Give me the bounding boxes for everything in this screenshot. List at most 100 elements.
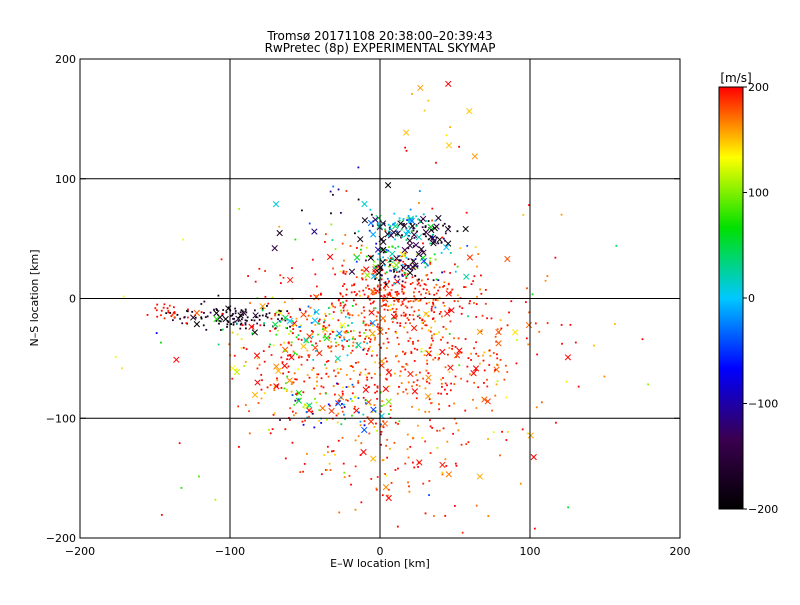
data-point-dot-1643 bbox=[308, 222, 311, 225]
data-point-dot-173 bbox=[380, 433, 382, 436]
data-point-dot-432 bbox=[384, 377, 387, 380]
data-point-dot-1422 bbox=[156, 303, 159, 306]
data-point-dot-934 bbox=[272, 344, 275, 347]
data-point-dot-1056 bbox=[421, 226, 424, 229]
data-point-dot-1166 bbox=[429, 257, 432, 260]
data-point-dot-1233 bbox=[466, 244, 469, 247]
data-point-dot-976 bbox=[315, 342, 317, 345]
data-point-dot-1654 bbox=[284, 428, 287, 431]
data-point-dot-297 bbox=[366, 284, 369, 287]
data-point-dot-1467 bbox=[351, 322, 353, 324]
data-point-dot-352 bbox=[465, 211, 468, 214]
data-point-dot-965 bbox=[281, 361, 284, 364]
data-point-dot-1133 bbox=[387, 234, 390, 237]
data-point-cross-834 bbox=[495, 328, 502, 336]
data-point-dot-171 bbox=[404, 263, 406, 265]
data-point-dot-558 bbox=[396, 294, 399, 297]
data-point-dot-1580 bbox=[302, 423, 305, 426]
data-point-dot-43 bbox=[342, 346, 345, 349]
data-point-dot-218 bbox=[315, 285, 318, 288]
data-point-dot-102 bbox=[452, 432, 455, 435]
data-point-dot-308 bbox=[428, 382, 431, 385]
data-point-dot-1323 bbox=[277, 313, 280, 316]
data-point-dot-0 bbox=[368, 329, 371, 332]
data-point-dot-1418 bbox=[168, 304, 171, 307]
data-point-dot-1176 bbox=[390, 269, 392, 272]
data-point-dot-1086 bbox=[409, 222, 412, 225]
data-point-dot-1399 bbox=[220, 329, 222, 331]
data-point-dot-263 bbox=[438, 312, 441, 315]
data-point-cross-537 bbox=[466, 254, 474, 261]
data-point-dot-958 bbox=[280, 356, 283, 359]
data-point-dot-1559 bbox=[359, 420, 362, 423]
data-point-dot-608 bbox=[345, 293, 348, 296]
data-point-dot-127 bbox=[442, 427, 445, 430]
data-point-dot-353 bbox=[436, 353, 439, 356]
data-point-dot-427 bbox=[446, 341, 449, 344]
data-point-cross-1243 bbox=[420, 257, 428, 265]
data-point-dot-701 bbox=[319, 292, 322, 295]
data-point-dot-1369 bbox=[186, 310, 188, 312]
data-point-dot-1138 bbox=[401, 235, 403, 238]
data-point-dot-456 bbox=[309, 295, 312, 297]
data-point-dot-1082 bbox=[424, 226, 427, 229]
data-point-dot-306 bbox=[432, 339, 434, 342]
data-point-dot-812 bbox=[430, 271, 433, 274]
data-point-dot-299 bbox=[382, 420, 385, 423]
data-point-dot-1148 bbox=[387, 230, 390, 233]
data-point-dot-1644 bbox=[357, 166, 360, 169]
data-point-dot-1460 bbox=[275, 311, 278, 314]
data-point-cross-1054 bbox=[430, 240, 437, 247]
data-point-dot-1388 bbox=[258, 314, 261, 317]
data-point-dot-1701 bbox=[155, 332, 158, 334]
data-point-cross-885 bbox=[472, 365, 480, 372]
data-point-dot-1221 bbox=[380, 248, 383, 251]
data-point-dot-717 bbox=[390, 289, 393, 291]
data-point-cross-1249 bbox=[420, 249, 427, 256]
data-point-dot-547 bbox=[345, 299, 348, 302]
data-point-dot-1541 bbox=[267, 302, 270, 305]
data-point-dot-62 bbox=[443, 304, 446, 307]
data-point-dot-711 bbox=[403, 273, 406, 276]
data-point-dot-396 bbox=[374, 336, 377, 339]
data-point-dot-50 bbox=[289, 419, 291, 421]
data-point-dot-388 bbox=[413, 295, 416, 298]
data-point-dot-1251 bbox=[432, 279, 435, 282]
data-point-dot-1570 bbox=[374, 410, 377, 412]
data-point-dot-1269 bbox=[385, 283, 388, 286]
data-point-dot-119 bbox=[410, 350, 413, 353]
data-point-dot-166 bbox=[449, 291, 452, 294]
data-point-dot-1667 bbox=[431, 207, 434, 210]
data-point-dot-1492 bbox=[362, 348, 365, 351]
data-point-cross-1536 bbox=[259, 303, 266, 310]
data-point-dot-848 bbox=[540, 401, 543, 404]
data-point-dot-376 bbox=[350, 352, 352, 354]
data-point-dot-33 bbox=[341, 393, 344, 395]
colorbar-label: [m/s] bbox=[720, 71, 751, 85]
data-point-dot-673 bbox=[431, 305, 433, 308]
data-point-cross-1708 bbox=[504, 255, 511, 263]
data-point-dot-1676 bbox=[533, 527, 536, 530]
data-point-dot-863 bbox=[496, 328, 499, 331]
data-point-dot-1095 bbox=[403, 222, 405, 225]
data-point-dot-11 bbox=[412, 381, 415, 384]
data-point-dot-75 bbox=[354, 338, 357, 341]
data-point-dot-1461 bbox=[292, 328, 295, 330]
data-point-dot-275 bbox=[464, 409, 467, 412]
data-point-dot-573 bbox=[410, 306, 413, 309]
data-point-dot-1027 bbox=[297, 338, 300, 341]
data-point-dot-337 bbox=[330, 345, 333, 348]
data-point-dot-1182 bbox=[423, 261, 426, 264]
data-point-dot-653 bbox=[387, 294, 390, 296]
data-point-dot-1568 bbox=[376, 429, 378, 432]
data-point-dot-651 bbox=[355, 276, 358, 279]
data-point-dot-1462 bbox=[337, 335, 340, 338]
data-point-dot-81 bbox=[309, 306, 312, 309]
data-point-dot-895 bbox=[436, 446, 439, 449]
data-point-dot-298 bbox=[346, 340, 349, 343]
data-point-dot-189 bbox=[352, 299, 355, 302]
y-tick-label-1: −100 bbox=[46, 412, 76, 425]
data-point-cross-1279 bbox=[415, 251, 422, 258]
data-point-dot-1483 bbox=[339, 336, 341, 339]
data-point-dot-1119 bbox=[425, 220, 427, 222]
